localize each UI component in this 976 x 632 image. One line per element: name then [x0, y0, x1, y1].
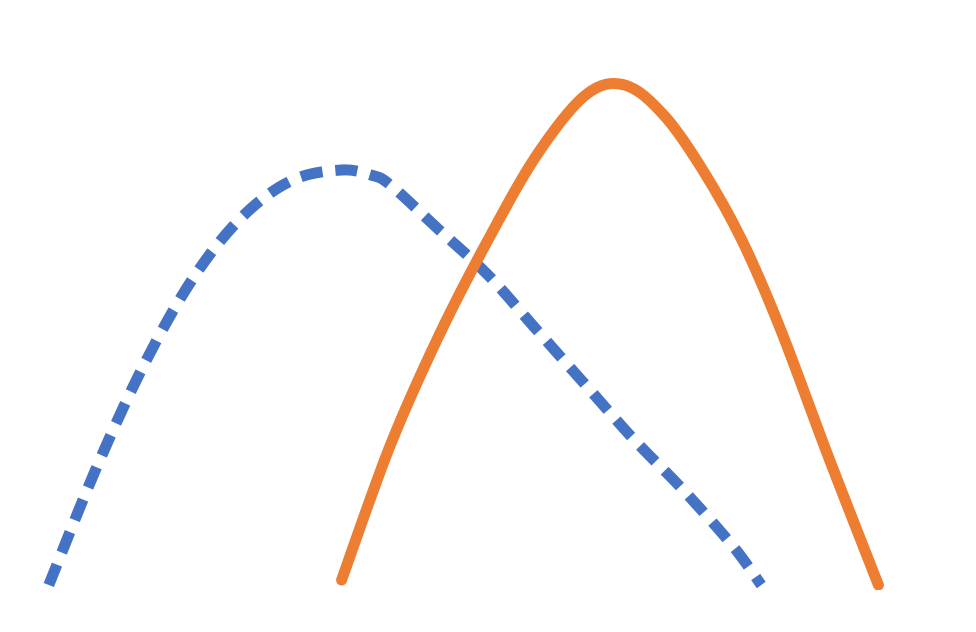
- series-line-1-dashed: [43, 164, 766, 589]
- series-layer: [43, 78, 884, 590]
- series-line-2-solid: [336, 78, 884, 590]
